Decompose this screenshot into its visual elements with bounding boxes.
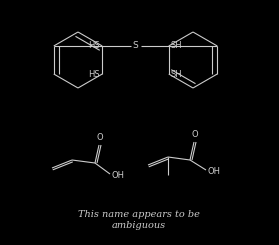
Text: O: O bbox=[192, 130, 198, 139]
Text: HS: HS bbox=[89, 41, 100, 50]
Text: OH: OH bbox=[111, 171, 124, 180]
Text: O: O bbox=[97, 133, 103, 142]
Text: HS: HS bbox=[89, 70, 100, 78]
Text: SH: SH bbox=[171, 41, 182, 50]
Text: This name appears to be
ambiguous: This name appears to be ambiguous bbox=[78, 210, 200, 230]
Text: S: S bbox=[133, 41, 138, 50]
Text: SH: SH bbox=[171, 70, 182, 78]
Text: OH: OH bbox=[207, 167, 220, 175]
